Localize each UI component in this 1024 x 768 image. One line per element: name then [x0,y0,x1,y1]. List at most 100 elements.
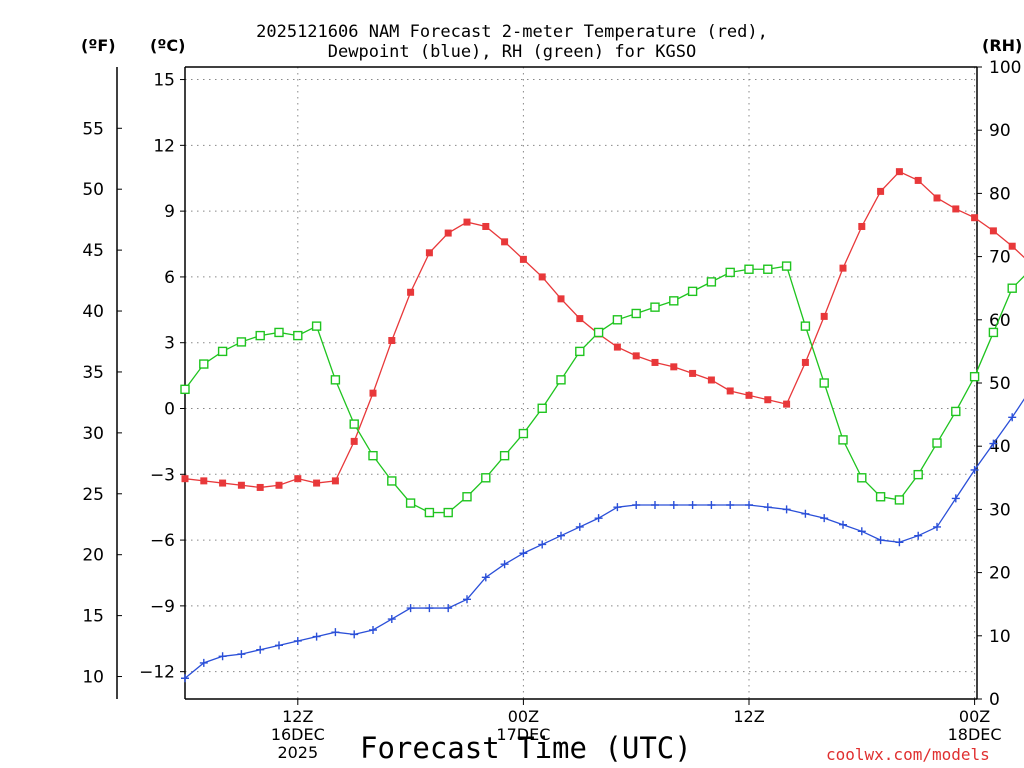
dewpoint-point [801,509,810,518]
series-rh [180,261,1024,518]
temperature-point [557,295,565,303]
rh-point [913,469,923,480]
rh-point [311,321,322,331]
dewpoint-point [463,595,471,604]
dewpoint-point [857,527,866,536]
temperature-point [971,214,979,222]
rh-point [236,337,247,347]
tick-labels: −12−9−6−30369121510152025303540455055010… [82,58,1021,762]
rh-point [274,327,284,338]
celsius-tick-label: 12 [153,136,175,156]
rh-tick-label: 10 [989,627,1011,647]
credit-link[interactable]: coolwx.com/models [826,745,990,764]
rh-point [988,327,999,338]
temperature-point [839,264,847,272]
dewpoint-point [763,503,772,512]
dewpoint-point [331,628,340,637]
grid [185,67,977,699]
temperature-point [877,187,885,195]
dewpoint-point [218,652,227,661]
temperature-point [350,437,358,445]
temperature-point [482,222,490,230]
dewpoint-point [406,604,415,613]
temperature-point [689,369,697,377]
chart-title-line2: Dewpoint (blue), RH (green) for KGSO [327,42,697,62]
rh-point [800,321,811,331]
dewpoint-point [369,625,377,634]
fahrenheit-tick-label: 20 [82,546,104,566]
x-tick-label: 2025 [277,743,318,762]
temperature-point [294,475,302,483]
dewpoint-point [256,645,265,654]
rh-point [443,507,453,518]
rh-point [951,406,961,417]
rh-point [725,267,735,278]
rh-point [424,507,435,518]
rh-tick-label: 50 [989,374,1011,394]
dewpoint-point [613,503,622,512]
temperature-point [181,475,189,483]
temperature-point [632,352,640,360]
rh-point [875,492,886,502]
axes [116,66,982,705]
temperature-point [707,376,715,384]
rh-point [744,264,754,274]
dewpoint-point [481,573,490,582]
temperature-point [519,255,527,263]
series-line-dewpoint [184,398,1024,679]
dewpoint-point [538,540,547,549]
chart-title-line1: 2025121606 NAM Forecast 2-meter Temperat… [256,22,768,42]
celsius-tick-label: −6 [150,531,175,551]
rh-point [180,384,190,395]
dewpoint-point [293,636,302,645]
temperature-point [1008,242,1016,250]
dewpoint-point [970,465,979,474]
rh-point [781,261,792,271]
series-dewpoint [181,398,1024,683]
rh-point [462,492,472,502]
celsius-tick-label: 15 [153,71,175,91]
dewpoint-point [500,560,509,569]
rh-point [669,296,679,306]
dewpoint-point [745,500,753,509]
x-axis-title: Forecast Time (UTC) [360,731,692,765]
temperature-point [331,477,339,485]
celsius-tick-label: 3 [164,334,175,354]
temperature-point [369,389,377,397]
fahrenheit-tick-label: 45 [82,241,104,261]
dewpoint-point [895,538,904,547]
dewpoint-point [951,494,960,503]
dewpoint-point [444,604,453,613]
rh-tick-label: 30 [989,500,1011,520]
x-tick-label: 12Z [733,707,764,726]
temperature-point [313,479,321,487]
series-line-rh [184,265,1024,514]
dewpoint-point [707,500,716,509]
temperature-point [933,194,941,202]
temperature-point [895,168,903,176]
temperature-point [651,358,659,366]
dewpoint-point [199,658,208,667]
dewpoint-point [350,630,359,639]
x-tick-label: 17DEC [496,725,550,744]
dewpoint-point [669,500,678,509]
fahrenheit-tick-label: 55 [82,119,104,139]
dewpoint-point [989,439,998,448]
x-tick-label: 16DEC [271,725,325,744]
rh-point [612,315,623,325]
series-line-temperature [184,170,1024,489]
temperature-point [407,288,415,296]
temperature-point [989,227,997,235]
dewpoint-point [782,505,791,514]
fahrenheit-axis-label: (ºF) [81,36,116,55]
temperature-point [670,363,678,371]
temperature-point [237,481,245,489]
celsius-tick-label: −3 [150,465,175,485]
temperature-point [463,218,471,226]
rh-point [481,473,491,483]
temperature-point [275,481,283,489]
dewpoint-point [651,500,659,509]
rh-point [932,438,942,448]
dewpoint-point [1008,413,1017,422]
